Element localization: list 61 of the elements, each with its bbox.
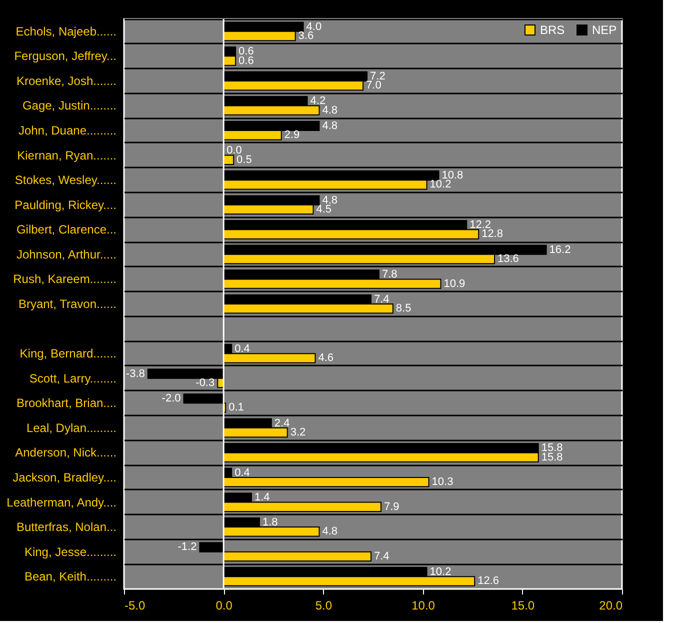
data-label: -2.0 (162, 392, 181, 405)
y-tick-label: King, Jesse......... (24, 544, 116, 559)
legend-label: BRS (540, 23, 565, 37)
x-tick-label: 0.0 (216, 598, 233, 612)
data-label: 10.9 (444, 278, 466, 290)
data-label: 1.8 (262, 516, 278, 528)
data-label: 7.4 (374, 293, 390, 306)
y-tick-label: Kiernan, Ryan....... (17, 148, 116, 162)
x-tick-label: -5.0 (124, 598, 146, 612)
data-label: 13.6 (498, 253, 519, 266)
data-label: 3.2 (290, 426, 306, 438)
y-tick-label: Anderson, Nick...... (15, 446, 116, 460)
data-label: 12.8 (482, 228, 503, 240)
y-tick-label: King, Bernard....... (20, 346, 116, 361)
data-label: -1.2 (178, 541, 197, 554)
y-tick-label: Johnson, Arthur..... (16, 247, 116, 262)
data-label: 10.2 (430, 178, 452, 191)
x-tick-label: 15.0 (511, 598, 535, 612)
y-tick-label: Paulding, Rickey.... (14, 198, 116, 212)
data-label: 7.9 (384, 500, 400, 513)
data-label: 7.2 (370, 70, 386, 82)
y-tick-label: Stokes, Wesley...... (14, 173, 116, 188)
y-tick-label: Leatherman, Andy.... (6, 495, 116, 510)
data-label: 10.8 (442, 170, 464, 182)
legend-label: NEP (592, 23, 617, 37)
data-label: 10.3 (432, 476, 454, 488)
data-label: 7.0 (366, 80, 382, 92)
data-label: -3.8 (126, 368, 145, 380)
data-label: 7.4 (374, 550, 390, 562)
data-label: 8.5 (396, 302, 412, 315)
y-tick-label: Leal, Dylan......... (26, 420, 116, 435)
y-tick-label: Jackson, Bradley.... (12, 470, 116, 484)
data-label: 4.6 (318, 352, 334, 364)
data-label: 0.4 (234, 466, 250, 479)
y-tick-label: Ferguson, Jeffrey... (14, 49, 116, 64)
y-tick-label: Bryant, Travon...... (18, 297, 116, 311)
data-label: 12.6 (478, 575, 500, 588)
y-tick-label: Scott, Larry........ (29, 371, 116, 386)
data-label: 0.4 (234, 342, 250, 355)
data-label: 1.4 (254, 492, 270, 504)
y-tick-label: Echols, Najeeb...... (16, 24, 116, 38)
data-label: 7.8 (382, 268, 398, 281)
x-tick-label: 20.0 (599, 598, 623, 612)
y-tick-label: John, Duane......... (18, 124, 116, 138)
data-label: 0.1 (228, 402, 244, 414)
data-label: 4.8 (322, 120, 338, 132)
data-label: 2.9 (284, 129, 300, 142)
y-tick-label: Brookhart, Brian.... (16, 396, 116, 410)
data-label: 4.8 (322, 526, 338, 538)
data-label: 2.4 (274, 417, 290, 430)
y-tick-label: Kroenke, Josh....... (16, 74, 116, 88)
y-tick-label: Bean, Keith......... (24, 570, 116, 584)
y-tick-label: Butterfras, Nolan... (16, 520, 116, 534)
y-tick-label: Gilbert, Clarence... (16, 222, 116, 237)
y-tick-label: Gage, Justin........ (22, 98, 116, 113)
x-tick-label: 10.0 (412, 598, 436, 612)
y-tick-label: Rush, Kareem........ (13, 272, 116, 286)
data-label: -0.3 (196, 376, 215, 389)
x-tick-label: 5.0 (315, 598, 332, 612)
data-label: 16.2 (549, 244, 571, 256)
data-label: 10.2 (430, 566, 452, 578)
